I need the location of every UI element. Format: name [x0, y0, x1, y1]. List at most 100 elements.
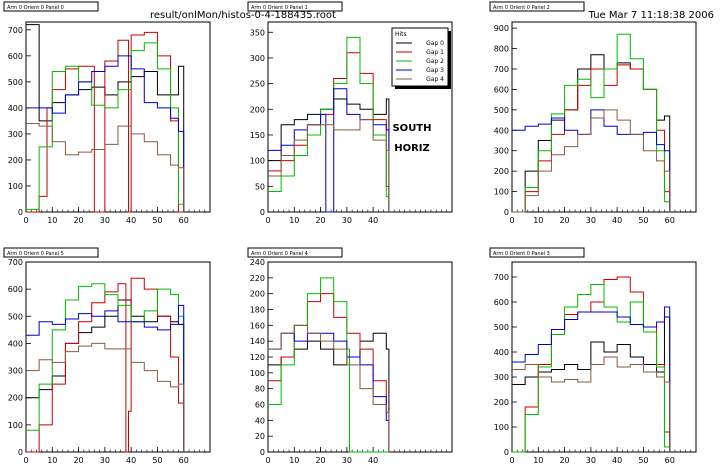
plot-frame	[25, 21, 211, 213]
series-line-gap-1	[26, 31, 184, 213]
x-tick-label: 10	[289, 216, 299, 225]
series-line-gap-2	[268, 277, 389, 453]
x-tick-label: 30	[342, 456, 352, 465]
orientation-label-plane: HORIZ	[394, 143, 430, 154]
y-tick-label: 700	[494, 273, 509, 282]
y-tick-label: 100	[250, 369, 265, 378]
x-tick-label: 10	[47, 216, 57, 225]
panel-5: Arm 0 Orient 0 Panel 3010020030040050060…	[489, 247, 697, 465]
x-tick-label: 10	[289, 456, 299, 465]
x-tick-label: 20	[73, 216, 83, 225]
y-tick-label: 200	[494, 398, 509, 407]
x-tick-label: 30	[100, 456, 110, 465]
y-tick-label: 80	[255, 385, 265, 394]
series-line-gap-2	[512, 284, 671, 453]
series-line-gap-3	[268, 332, 390, 452]
series-line-gap-0	[26, 24, 185, 212]
panel-title-box	[3, 1, 99, 12]
x-tick-label: 50	[152, 216, 162, 225]
y-tick-label: 200	[250, 105, 265, 114]
panel-title: Arm 0 Orient 0 Panel 3	[493, 251, 550, 257]
plot-frame	[25, 261, 211, 453]
y-tick-label: 0	[504, 208, 509, 217]
orientation-label-arm: SOUTH	[392, 123, 431, 134]
panel-3: Arm 0 Orient 0 Panel 5010020030040050060…	[3, 247, 211, 465]
y-tick-label: 100	[250, 157, 265, 166]
panel-title-box	[247, 247, 343, 258]
plot-frame	[511, 21, 697, 213]
y-tick-label: 60	[255, 401, 265, 410]
panel-title-box	[489, 247, 585, 258]
timestamp: Tue Mar 7 11:18:38 2006	[588, 10, 714, 21]
y-tick-label: 0	[18, 448, 23, 457]
y-tick-label: 900	[494, 24, 509, 33]
x-tick-label: 40	[612, 216, 622, 225]
legend-entry: Gap 1	[426, 49, 444, 56]
series-line-gap-3	[26, 304, 185, 452]
series-line-gap-0	[26, 299, 185, 452]
series-line-gap-3	[268, 88, 390, 213]
y-tick-label: 400	[8, 339, 23, 348]
plot-frame	[511, 261, 697, 453]
legend-entry: Gap 3	[426, 67, 444, 74]
panel-title: Arm 0 Orient 0 Panel 0	[7, 5, 64, 11]
y-tick-label: 400	[494, 348, 509, 357]
series-line-gap-2	[268, 36, 390, 212]
panel-title-box	[3, 247, 99, 258]
series-line-gap-2	[26, 283, 185, 452]
y-tick-label: 700	[8, 26, 23, 35]
y-tick-label: 300	[250, 54, 265, 63]
file-title: result/onlMon/histos-0-4-188435.root	[150, 10, 336, 21]
y-tick-label: 250	[250, 80, 265, 89]
x-tick-label: 40	[368, 216, 378, 225]
y-tick-label: 500	[494, 106, 509, 115]
panel-1: Arm 0 Orient 0 Panel 1050100150200250300…	[247, 1, 453, 225]
x-tick-label: 0	[509, 456, 514, 465]
x-tick-label: 30	[100, 216, 110, 225]
panel-0: Arm 0 Orient 0 Panel 0010020030040050060…	[3, 1, 211, 225]
y-tick-label: 200	[8, 156, 23, 165]
y-tick-label: 0	[260, 448, 265, 457]
x-tick-label: 0	[23, 456, 28, 465]
x-tick-label: 60	[665, 216, 675, 225]
x-tick-label: 20	[559, 216, 569, 225]
x-tick-label: 60	[179, 456, 189, 465]
x-tick-label: 40	[612, 456, 622, 465]
y-tick-label: 50	[255, 182, 265, 191]
y-tick-label: 220	[250, 274, 265, 283]
series-line-gap-1	[268, 293, 390, 452]
y-tick-label: 500	[494, 323, 509, 332]
y-tick-label: 600	[494, 85, 509, 94]
y-tick-label: 800	[494, 45, 509, 54]
panel-2: Arm 0 Orient 0 Panel 2010020030040050060…	[489, 1, 697, 225]
x-tick-label: 60	[179, 216, 189, 225]
y-tick-label: 300	[494, 147, 509, 156]
y-tick-label: 600	[8, 285, 23, 294]
x-tick-label: 10	[47, 456, 57, 465]
panel-title: Arm 0 Orient 0 Panel 2	[493, 5, 550, 11]
x-tick-label: 40	[126, 456, 136, 465]
y-tick-label: 300	[8, 130, 23, 139]
series-line-gap-4	[268, 324, 390, 452]
y-tick-label: 600	[494, 298, 509, 307]
series-line-gap-2	[512, 33, 671, 213]
y-tick-label: 140	[250, 337, 265, 346]
y-tick-label: 500	[8, 312, 23, 321]
series-line-gap-0	[268, 332, 390, 452]
panel-4: Arm 0 Orient 0 Panel 4020406080100120140…	[247, 247, 453, 465]
series-line-gap-4	[26, 342, 185, 452]
x-tick-label: 20	[315, 216, 325, 225]
x-tick-label: 0	[23, 216, 28, 225]
y-tick-label: 100	[494, 423, 509, 432]
y-tick-label: 100	[8, 182, 23, 191]
y-tick-label: 600	[8, 52, 23, 61]
legend-entry: Gap 0	[426, 40, 444, 47]
x-tick-label: 40	[368, 456, 378, 465]
series-line-gap-3	[26, 55, 185, 212]
y-tick-label: 100	[8, 421, 23, 430]
y-tick-label: 500	[8, 78, 23, 87]
series-line-gap-2	[26, 42, 185, 212]
y-tick-label: 300	[8, 367, 23, 376]
series-line-gap-1	[26, 277, 185, 453]
